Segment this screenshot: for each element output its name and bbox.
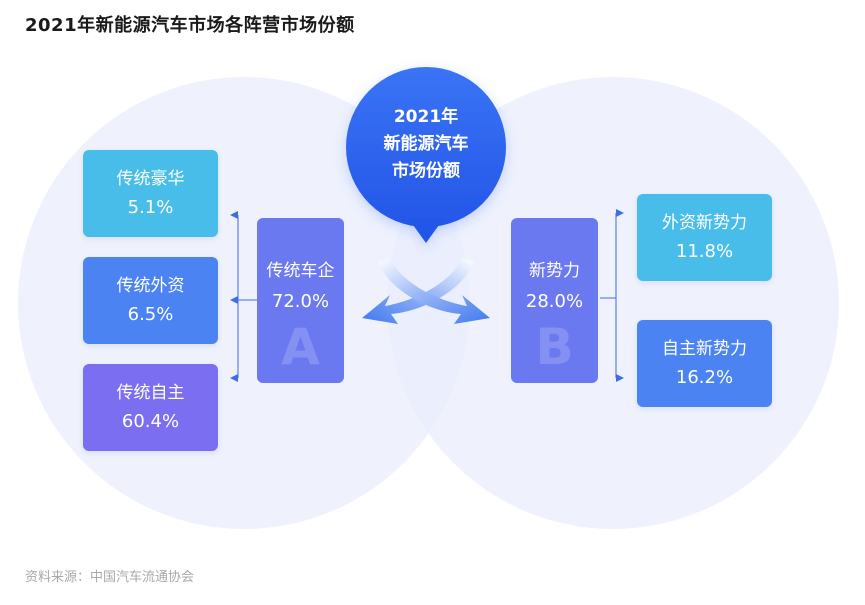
center-bubble-text: 2021年 新能源汽车 市场份额 — [350, 104, 502, 185]
group-a-value: 72.0% — [271, 291, 330, 312]
group-a-letter: A — [281, 318, 320, 376]
right-circle — [387, 77, 839, 529]
box-label: 外资新势力 — [662, 212, 747, 233]
group-a-label: 传统车企 — [266, 261, 335, 281]
group-b-label: 新势力 — [529, 261, 580, 281]
box-traditional-domestic: 传统自主 60.4% — [83, 364, 218, 451]
left-arrowheads — [230, 211, 238, 382]
box-foreign-new-force: 外资新势力 11.8% — [637, 194, 772, 281]
group-b-box: 新势力 28.0% B — [511, 218, 598, 383]
center-line-1: 2021年 — [393, 107, 459, 127]
right-bracket — [600, 213, 617, 378]
box-traditional-luxury: 传统豪华 5.1% — [83, 150, 218, 237]
center-bubble — [346, 67, 506, 243]
group-a-box: 传统车企 72.0% A — [257, 218, 344, 383]
box-value: 6.5% — [127, 303, 174, 325]
group-b-letter: B — [535, 318, 574, 376]
box-label: 传统外资 — [116, 275, 185, 296]
box-label: 传统豪华 — [116, 168, 185, 189]
box-domestic-new-force: 自主新势力 16.2% — [637, 320, 772, 407]
center-line-2: 新能源汽车 — [383, 134, 469, 154]
box-value: 5.1% — [127, 196, 174, 218]
page-title: 2021年新能源汽车市场各阵营市场份额 — [25, 15, 355, 36]
box-label: 自主新势力 — [662, 338, 747, 359]
box-traditional-foreign: 传统外资 6.5% — [83, 257, 218, 344]
center-line-3: 市场份额 — [392, 161, 460, 181]
right-arrowheads — [616, 209, 624, 382]
group-b-value: 28.0% — [525, 291, 584, 312]
box-value: 11.8% — [675, 240, 734, 262]
box-value: 16.2% — [675, 366, 734, 388]
source-note: 资料来源：中国汽车流通协会 — [25, 570, 195, 585]
box-value: 60.4% — [121, 410, 180, 432]
box-label: 传统自主 — [116, 382, 185, 403]
crossing-arrows — [362, 258, 490, 324]
